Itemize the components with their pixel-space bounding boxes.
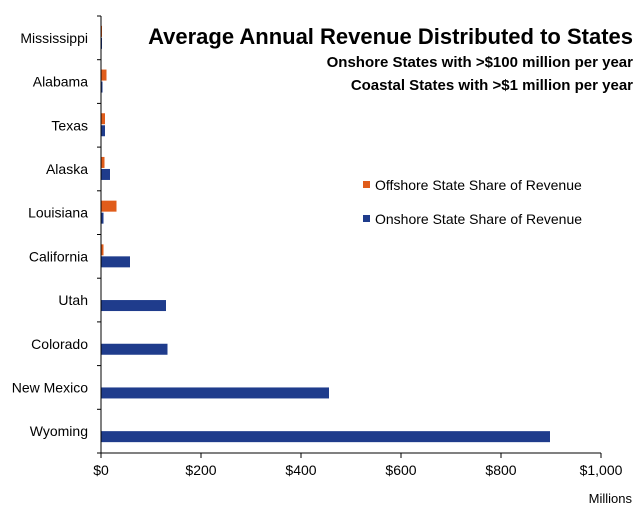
category-label-alaska: Alaska	[46, 161, 88, 177]
bar-louisiana-onshore	[101, 212, 104, 224]
category-label-utah: Utah	[58, 292, 88, 308]
category-label-colorado: Colorado	[31, 336, 88, 352]
legend-label-offshore: Offshore State Share of Revenue	[375, 177, 582, 193]
category-label-alabama: Alabama	[33, 74, 88, 90]
x-tick-label-800: $800	[485, 462, 516, 478]
category-labels: Mississippi Alabama Texas Alaska Louisiana Ca…	[12, 30, 88, 439]
bars	[101, 25, 550, 443]
category-label-new-mexico: New Mexico	[12, 379, 88, 395]
bar-utah-onshore	[101, 300, 166, 312]
bar-alabama-onshore	[101, 81, 103, 93]
x-tick-label-200: $200	[185, 462, 216, 478]
bar-texas-offshore	[101, 113, 105, 125]
bar-california-onshore	[101, 256, 130, 268]
axes	[97, 15, 602, 458]
category-label-louisiana: Louisiana	[28, 205, 88, 221]
x-tick-label-0: $0	[93, 462, 109, 478]
legend-swatch-onshore	[363, 215, 370, 222]
category-label-texas: Texas	[51, 117, 88, 133]
chart-title-group: Average Annual Revenue Distributed to St…	[148, 24, 633, 94]
bar-texas-onshore	[101, 125, 105, 137]
chart-title: Average Annual Revenue Distributed to St…	[148, 24, 633, 49]
bar-alaska-onshore	[101, 168, 110, 180]
chart-subtitle-line-2: Coastal States with >$1 million per year	[351, 77, 633, 94]
x-tick-label-1-000: $1,000	[580, 462, 623, 478]
category-label-mississippi: Mississippi	[20, 30, 88, 46]
x-axis-unit-label: Millions	[589, 491, 633, 506]
bar-alabama-offshore	[101, 69, 107, 81]
x-tick-label-600: $600	[385, 462, 416, 478]
legend-label-onshore: Onshore State Share of Revenue	[375, 211, 582, 227]
bar-alaska-offshore	[101, 156, 105, 168]
legend: Offshore State Share of Revenue Onshore S…	[363, 177, 582, 227]
x-tick-label-400: $400	[285, 462, 316, 478]
legend-swatch-offshore	[363, 181, 370, 188]
chart-subtitle-line-1: Onshore States with >$100 million per ye…	[327, 54, 634, 71]
bar-california-offshore	[101, 244, 104, 256]
x-tick-labels: $0 $200 $400 $600 $800 $1,000	[93, 462, 622, 478]
bar-louisiana-offshore	[101, 200, 117, 212]
category-label-california: California	[29, 248, 88, 264]
bar-colorado-onshore	[101, 343, 168, 355]
bar-new-mexico-onshore	[101, 387, 329, 399]
bar-wyoming-onshore	[101, 431, 550, 443]
category-label-wyoming: Wyoming	[30, 423, 88, 439]
